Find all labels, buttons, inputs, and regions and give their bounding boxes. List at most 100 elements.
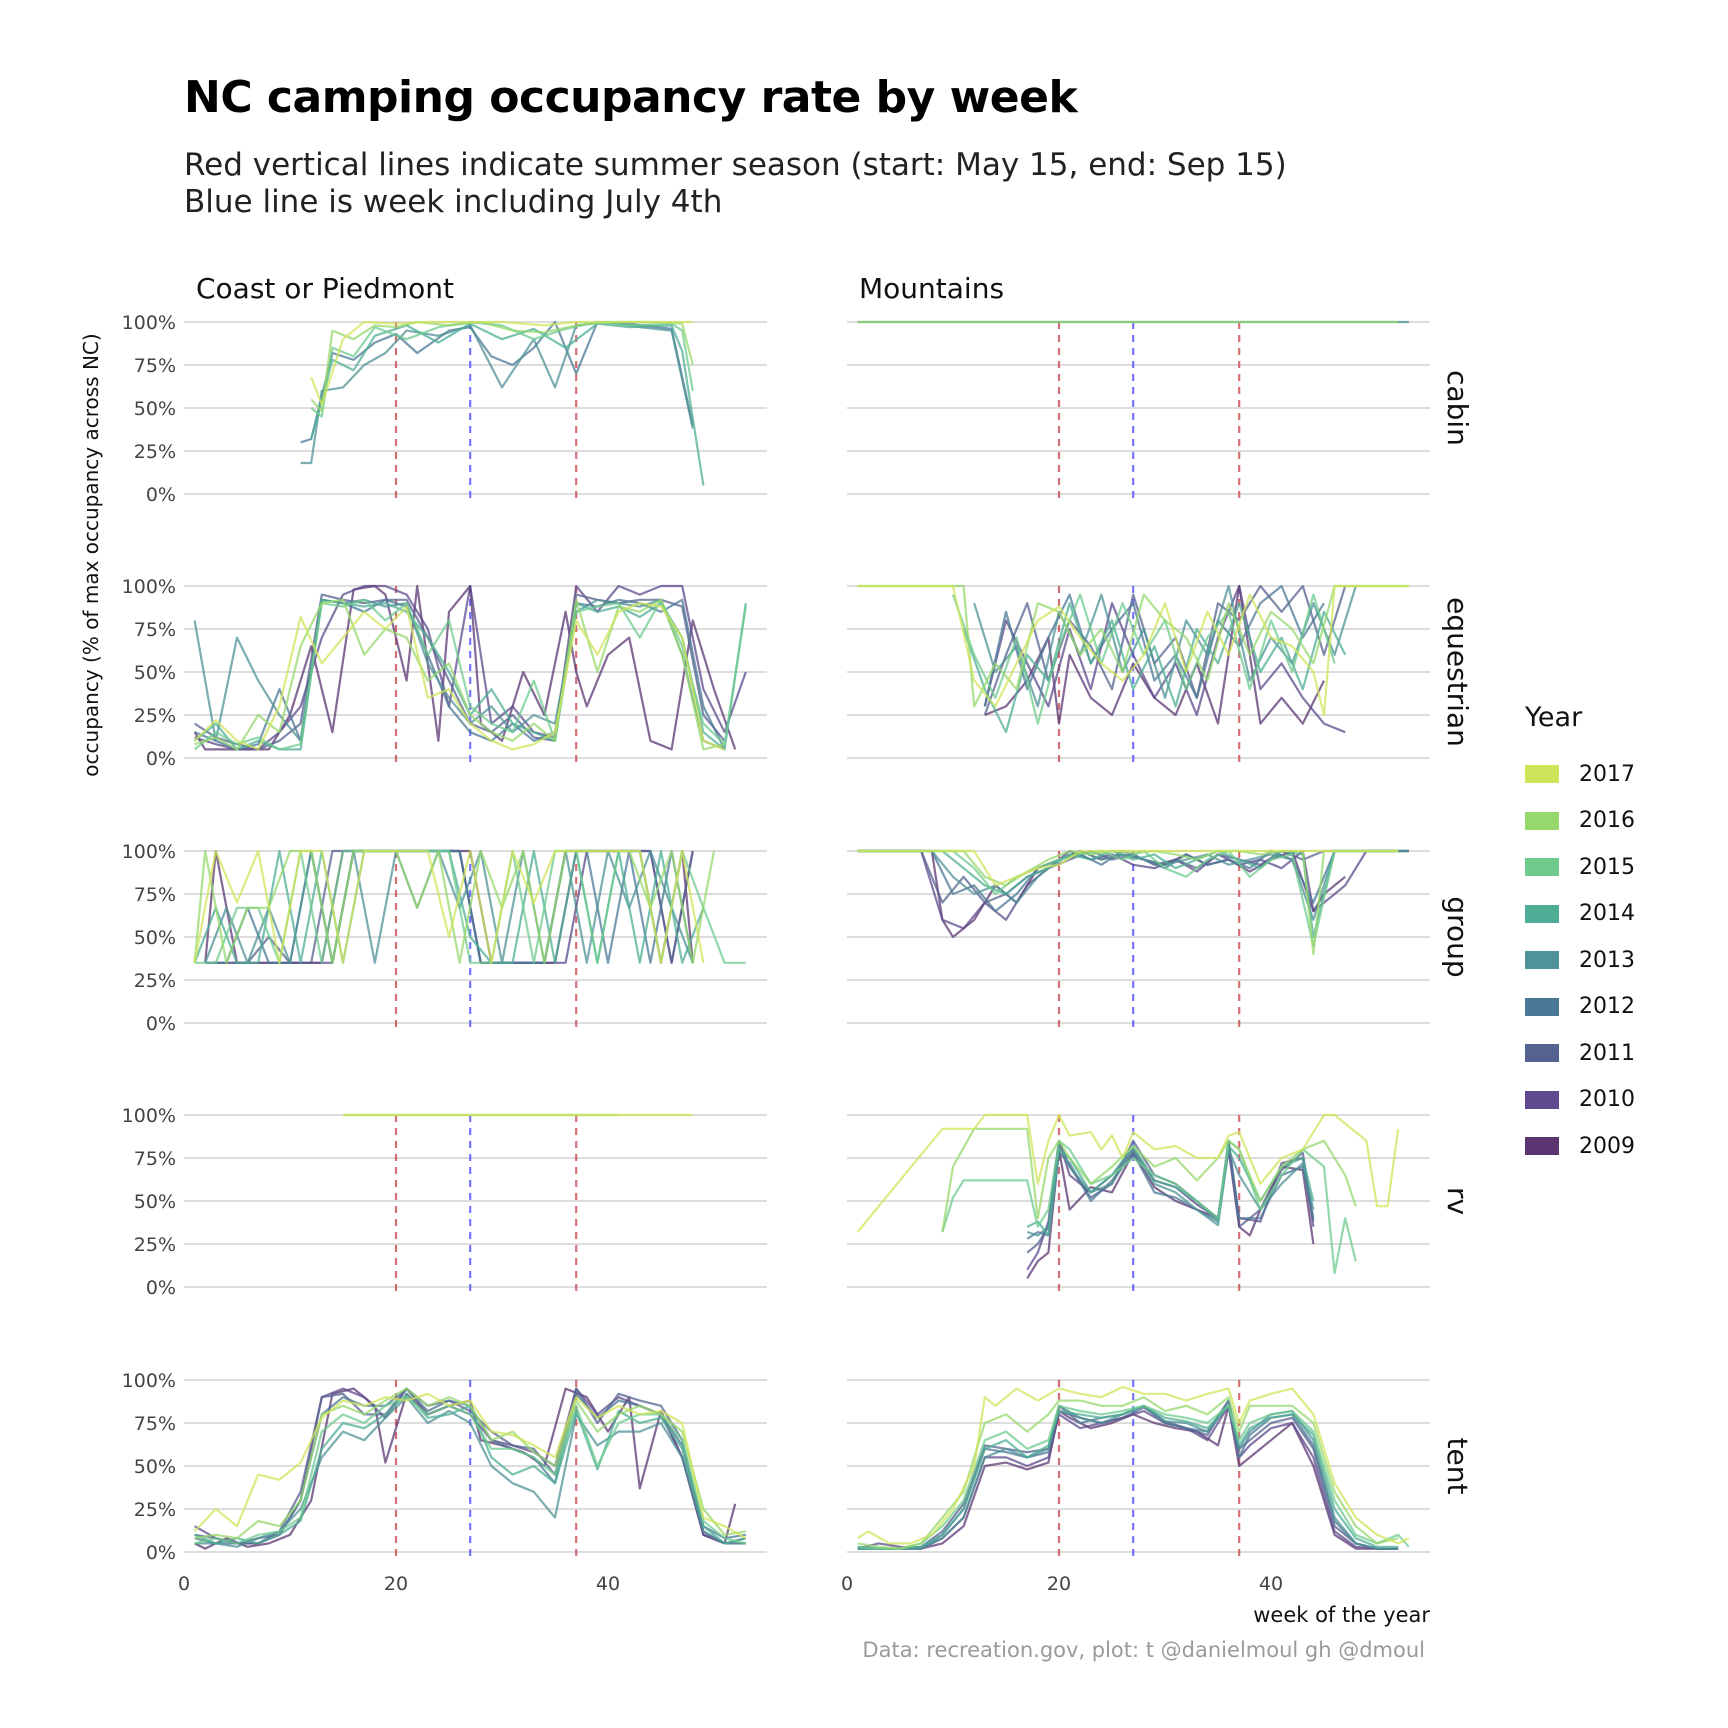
- legend-title: Year: [1525, 702, 1583, 733]
- facet-row-label: equestrian: [1441, 597, 1474, 747]
- series-line-2015: [194, 1396, 747, 1545]
- legend-item-2016: 2016: [1525, 798, 1635, 845]
- series-line-2016: [941, 1127, 1357, 1233]
- series-line-2013: [204, 849, 694, 964]
- series-line-2015: [857, 1404, 1410, 1550]
- legend-key-swatch: [1525, 904, 1559, 923]
- y-tick-label: 25%: [134, 1234, 176, 1256]
- legend-label: 2011: [1579, 1040, 1635, 1066]
- series-line-2011: [983, 584, 1347, 716]
- legend-key-swatch: [1525, 1090, 1559, 1109]
- series-line-2014: [193, 598, 747, 751]
- series-line-2017: [856, 1113, 1400, 1233]
- facet-row-label: rv: [1441, 1187, 1474, 1215]
- series-line-2014: [857, 1404, 1399, 1550]
- y-tick-label: 100%: [122, 576, 176, 598]
- facet-column-label: Coast or Piedmont: [196, 272, 454, 305]
- x-tick-label: 40: [596, 1573, 620, 1595]
- y-tick-label: 25%: [134, 441, 176, 463]
- y-tick-label: 0%: [146, 1013, 176, 1035]
- series-line-2017: [193, 849, 705, 964]
- y-tick-label: 75%: [134, 1148, 176, 1170]
- y-tick-label: 50%: [134, 662, 176, 684]
- y-tick-label: 25%: [134, 970, 176, 992]
- subtitle-line-2: Blue line is week including July 4th: [184, 184, 723, 220]
- y-tick-label: 50%: [134, 398, 176, 420]
- legend-key-swatch: [1525, 997, 1559, 1016]
- facet-row-label: tent: [1441, 1438, 1474, 1495]
- series-line-2017: [857, 1385, 1410, 1545]
- facet-row-label: cabin: [1441, 370, 1474, 446]
- legend-label: 2009: [1579, 1133, 1635, 1159]
- series-line-2016: [857, 584, 1409, 708]
- legend-label: 2010: [1579, 1087, 1635, 1113]
- series-line-2016: [857, 849, 1399, 956]
- y-tick-label: 100%: [122, 841, 176, 863]
- legend-item-2015: 2015: [1525, 844, 1635, 891]
- legend-item-2010: 2010: [1525, 1077, 1635, 1124]
- y-tick-label: 75%: [134, 884, 176, 906]
- series-line-2016: [194, 598, 725, 751]
- y-tick-label: 50%: [134, 1456, 176, 1478]
- year-legend: Year 2017 2016 2015 2014 2013 2012 2011 2010 200…: [1525, 702, 1635, 1170]
- y-tick-label: 0%: [146, 1277, 176, 1299]
- series-line-2014: [857, 849, 1399, 939]
- series-line-2017: [857, 849, 1399, 887]
- y-tick-label: 25%: [134, 1499, 176, 1521]
- series-line-2014: [310, 322, 705, 486]
- legend-key-swatch: [1525, 1044, 1559, 1063]
- series-line-2011: [857, 1399, 1399, 1550]
- series-line-2015: [193, 598, 747, 751]
- legend-item-2009: 2009: [1525, 1123, 1635, 1170]
- data-caption: Data: recreation.gov, plot: t @danielmou…: [862, 1638, 1425, 1662]
- legend-item-2014: 2014: [1525, 891, 1635, 938]
- series-line-2012: [983, 584, 1325, 707]
- x-tick-label: 20: [1047, 1573, 1071, 1595]
- y-tick-label: 75%: [134, 355, 176, 377]
- legend-item-2011: 2011: [1525, 1030, 1635, 1077]
- series-line-2012: [300, 320, 694, 444]
- facet-column-label: Mountains: [859, 272, 1004, 305]
- series-line-2011: [857, 849, 1409, 904]
- series-line-2015: [941, 1139, 1357, 1275]
- x-axis-title: week of the year: [1253, 1603, 1430, 1627]
- y-axis-title: occupancy (% of max occupancy across NC): [79, 333, 103, 776]
- legend-label: 2016: [1579, 808, 1635, 834]
- legend-item-2012: 2012: [1525, 984, 1635, 1031]
- legend-key-swatch: [1525, 765, 1559, 784]
- y-tick-label: 75%: [134, 619, 176, 641]
- series-line-2016: [857, 1396, 1399, 1550]
- y-tick-label: 50%: [134, 1191, 176, 1213]
- legend-key-swatch: [1525, 951, 1559, 970]
- series-line-2012: [194, 598, 726, 751]
- series-line-2013: [194, 1396, 746, 1548]
- series-line-2009: [193, 584, 737, 751]
- legend-key-swatch: [1525, 858, 1559, 877]
- legend-label: 2015: [1579, 854, 1635, 880]
- series-line-2013: [300, 320, 694, 465]
- series-line-2017: [193, 1392, 747, 1540]
- y-tick-label: 0%: [146, 484, 176, 506]
- series-line-2017: [193, 602, 726, 751]
- legend-key-swatch: [1525, 1137, 1559, 1156]
- y-tick-label: 100%: [122, 1370, 176, 1392]
- legend-label: 2017: [1579, 761, 1635, 787]
- legend-item-2013: 2013: [1525, 937, 1635, 984]
- facet-row-label: group: [1441, 896, 1474, 977]
- y-tick-label: 50%: [134, 927, 176, 949]
- legend-label: 2012: [1579, 994, 1635, 1020]
- x-tick-label: 0: [841, 1573, 853, 1595]
- series-line-2014: [962, 602, 1347, 734]
- legend-label: 2013: [1579, 947, 1635, 973]
- y-tick-label: 100%: [122, 1105, 176, 1127]
- y-tick-label: 0%: [146, 748, 176, 770]
- subtitle-line-1: Red vertical lines indicate summer seaso…: [184, 147, 1287, 183]
- series-line-2015: [310, 320, 694, 418]
- x-tick-label: 20: [384, 1573, 408, 1595]
- series-line-2017: [310, 320, 693, 406]
- series-line-2017: [857, 584, 1409, 717]
- x-tick-label: 0: [178, 1573, 190, 1595]
- y-tick-label: 100%: [122, 312, 176, 334]
- y-tick-label: 75%: [134, 1413, 176, 1435]
